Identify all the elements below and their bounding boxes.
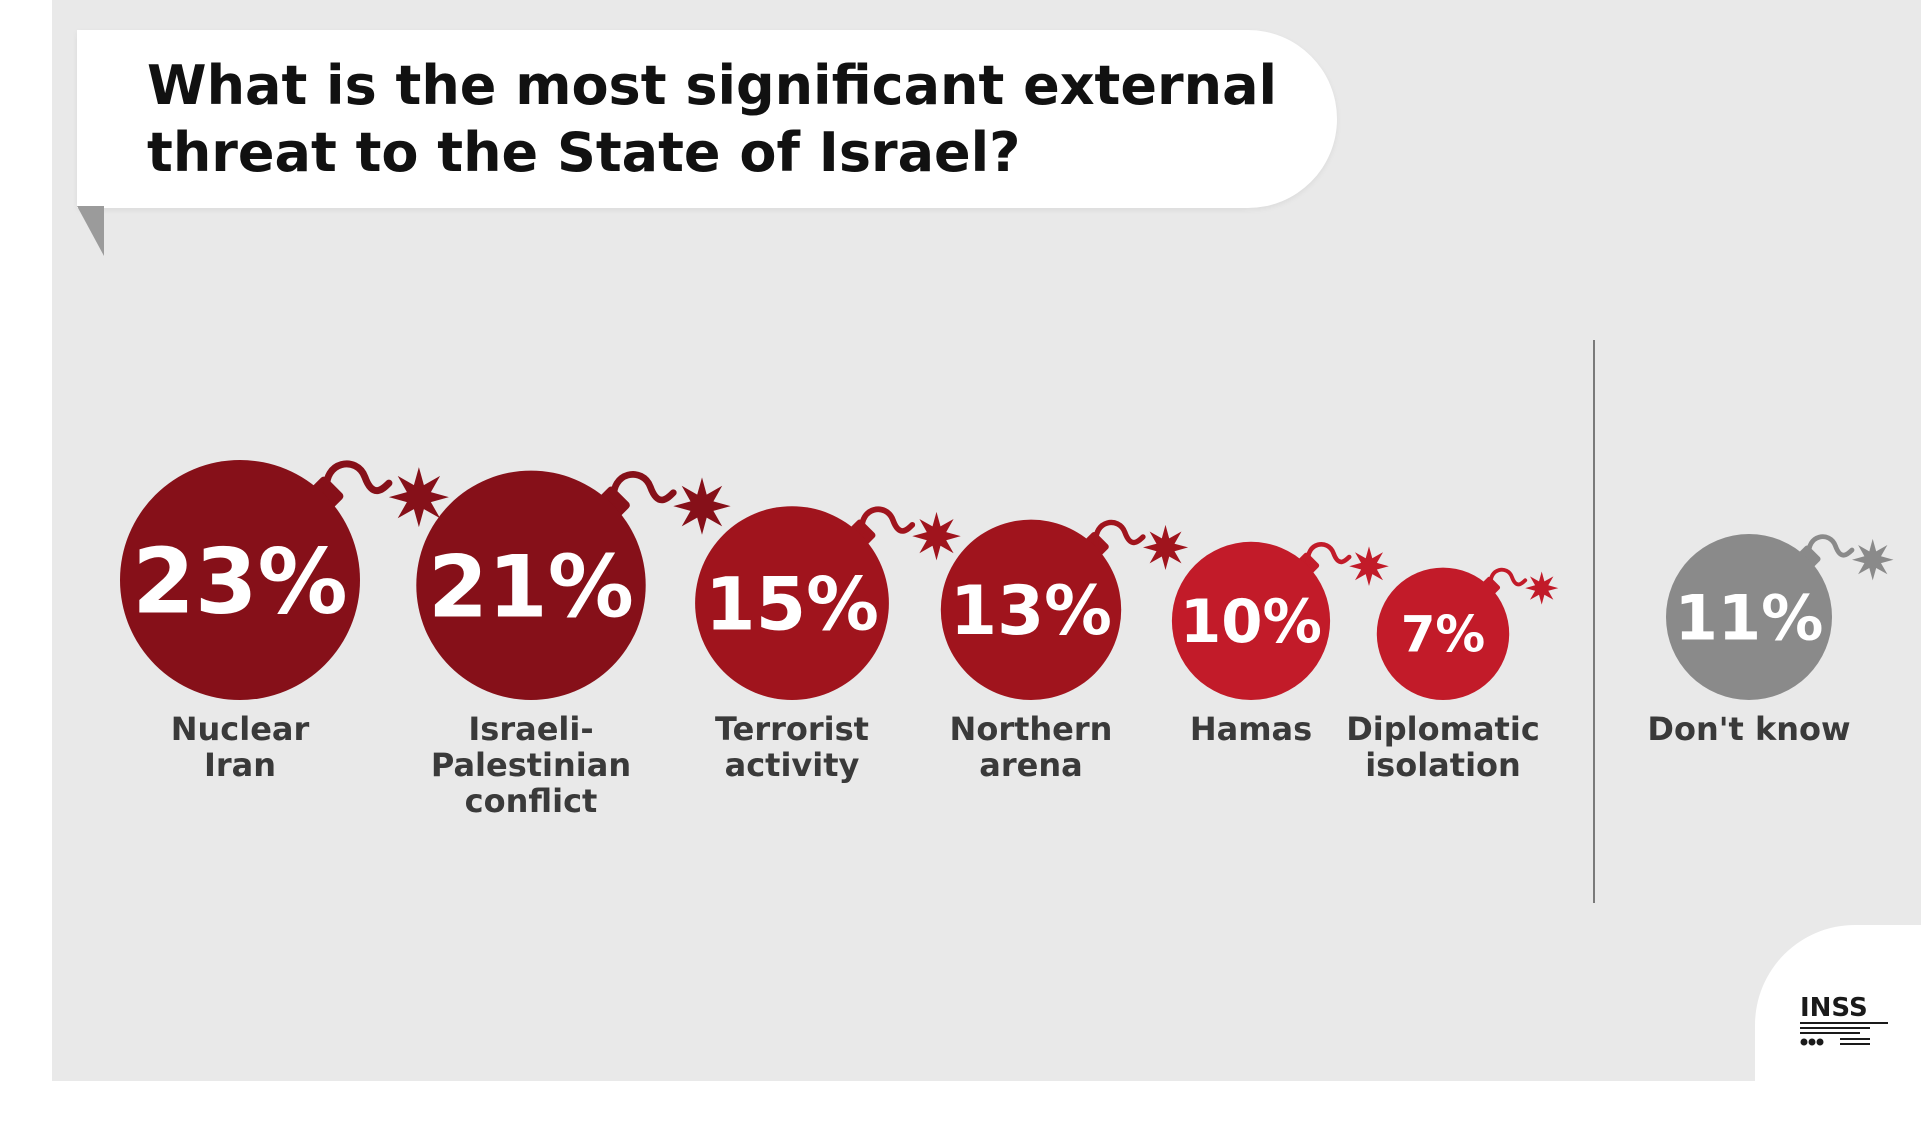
bomb-body-1: [120, 460, 360, 700]
bomb-body-6: [1376, 567, 1510, 700]
bomb-spark-5: [1349, 546, 1389, 586]
bomb-3: 15% Terrorist activity: [695, 506, 961, 784]
category-label-1: Nuclear Iran: [171, 710, 310, 784]
bomb-spark-6: [1525, 571, 1559, 605]
bomb-2: 21% Israeli-Palestinian conflict: [416, 470, 731, 820]
bomb-fuse-2: [610, 471, 677, 504]
bomb-fuse-6: [1488, 567, 1528, 587]
chart-canvas: What is the most significant external th…: [52, 0, 1921, 1081]
chart-title: What is the most significant external th…: [147, 54, 1278, 184]
bomb-fuse-5: [1305, 542, 1352, 565]
category-label-6: Diplomatic isolation: [1346, 710, 1540, 784]
bomb-body-5: [1171, 541, 1331, 701]
bomb-5: 10% Hamas: [1171, 541, 1389, 748]
bomb-spark-7: [1852, 538, 1894, 581]
value-label-6: 7%: [1401, 606, 1485, 664]
value-label-2: 21%: [428, 537, 634, 637]
inss-logo-text: INSS: [1800, 993, 1868, 1023]
bomb-spark-1: [388, 467, 449, 528]
bomb-spark-2: [673, 477, 731, 535]
category-label-7: Don't know: [1647, 710, 1850, 748]
title-banner: What is the most significant external th…: [77, 30, 1337, 208]
bomb-body-2: [416, 470, 646, 700]
bomb-spark-4: [1143, 524, 1189, 570]
value-label-5: 10%: [1180, 587, 1322, 656]
bomb-1: 23% Nuclear Iran: [120, 460, 449, 784]
category-label-5: Hamas: [1190, 710, 1312, 748]
bomb-body-3: [695, 506, 889, 700]
bomb-4: 13% Northern arena: [940, 519, 1189, 784]
bomb-spark-3: [912, 511, 961, 561]
value-label-4: 13%: [950, 571, 1112, 650]
category-label-3: Terrorist activity: [715, 710, 869, 784]
bomb-6: 7% Diplomatic isolation: [1346, 567, 1559, 784]
inss-logo: INSS: [1800, 993, 1888, 1046]
bomb-body-4: [940, 519, 1122, 700]
bomb-body-7: [1666, 534, 1832, 700]
bomb-7: 11% Don't know: [1647, 534, 1894, 748]
title-banner-fold: [77, 206, 104, 256]
value-label-3: 15%: [705, 563, 879, 647]
value-label-1: 23%: [132, 529, 347, 634]
category-label-2: Israeli-Palestinian conflict: [431, 710, 631, 820]
bomb-fuse-4: [1093, 519, 1146, 546]
bomb-fuse-3: [859, 506, 916, 535]
bomb-chart: 23% Nuclear Iran 21% Israeli-Palestinian conf…: [120, 340, 1894, 903]
category-label-4: Northern arena: [950, 710, 1113, 784]
bomb-fuse-7: [1806, 534, 1855, 558]
bomb-fuse-1: [323, 460, 393, 495]
value-label-7: 11%: [1675, 581, 1824, 654]
